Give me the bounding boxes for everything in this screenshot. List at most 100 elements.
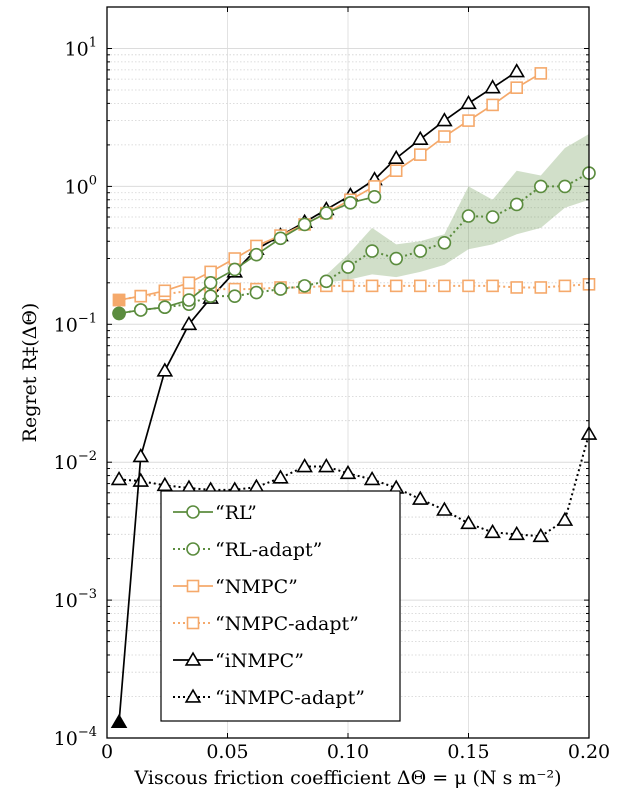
series-point bbox=[509, 197, 524, 212]
series-point bbox=[227, 262, 242, 277]
y-tick-label-exponent: −2 bbox=[78, 449, 97, 464]
legend-marker bbox=[186, 542, 200, 556]
x-tick-label: 0.15 bbox=[447, 741, 489, 763]
y-tick-label-exponent: −1 bbox=[78, 311, 97, 326]
y-tick-label: 10−1 bbox=[54, 311, 97, 336]
series-point bbox=[484, 79, 501, 94]
series-point bbox=[319, 206, 334, 220]
series-point bbox=[112, 293, 126, 307]
series-point bbox=[436, 501, 453, 516]
y-tick-label: 101 bbox=[65, 36, 97, 61]
series-point bbox=[297, 217, 312, 232]
series-point bbox=[486, 279, 499, 293]
legend-label: “RL” bbox=[215, 502, 257, 524]
series-point bbox=[365, 279, 379, 293]
legend-label: “iNMPC-adapt” bbox=[215, 687, 365, 709]
series-point bbox=[182, 293, 196, 307]
y-tick-label-base: 10 bbox=[65, 39, 89, 61]
series-point bbox=[343, 196, 358, 210]
y-tick-label: 100 bbox=[65, 173, 97, 198]
series-point bbox=[156, 362, 174, 377]
series-point bbox=[389, 164, 403, 177]
y-tick-label-exponent: −4 bbox=[78, 725, 97, 740]
series-point bbox=[387, 149, 405, 165]
y-axis-title: Regret R‡(ΔΘ) bbox=[19, 303, 41, 443]
series-point bbox=[134, 289, 148, 303]
series-point bbox=[413, 279, 427, 293]
rl-adapt-band-area bbox=[323, 133, 589, 283]
series-point bbox=[341, 279, 355, 293]
series-point bbox=[272, 469, 289, 484]
series-point bbox=[133, 303, 148, 317]
series-point bbox=[438, 130, 451, 143]
y-tick-label-base: 10 bbox=[54, 728, 78, 750]
series-point bbox=[485, 210, 500, 224]
series-point bbox=[158, 284, 172, 298]
y-tick-label-exponent: 0 bbox=[89, 173, 97, 188]
series-point bbox=[462, 279, 475, 293]
series-point bbox=[182, 276, 196, 290]
legend-label: “NMPC” bbox=[215, 576, 298, 598]
series-line bbox=[118, 283, 590, 302]
y-tick-label: 10−3 bbox=[54, 587, 97, 612]
series-point bbox=[460, 514, 477, 530]
series-point bbox=[132, 472, 150, 487]
series-point bbox=[248, 478, 265, 493]
legend-marker bbox=[186, 616, 200, 630]
x-tick-label: 0 bbox=[101, 741, 113, 763]
series-point bbox=[437, 236, 452, 250]
series-point bbox=[436, 112, 453, 127]
series-point bbox=[365, 244, 379, 258]
series-point bbox=[486, 98, 499, 112]
series-point bbox=[508, 525, 525, 541]
y-tick-label-base: 10 bbox=[54, 452, 78, 474]
series-point bbox=[203, 275, 218, 290]
series-point bbox=[484, 523, 501, 539]
legend-label: “NMPC-adapt” bbox=[215, 613, 359, 635]
series-point bbox=[296, 458, 313, 473]
series-point bbox=[228, 252, 242, 265]
series-point bbox=[412, 130, 429, 145]
x-tick-label: 0.05 bbox=[206, 741, 248, 763]
series-point bbox=[273, 231, 288, 246]
series-point bbox=[367, 190, 382, 204]
series-point bbox=[412, 490, 429, 505]
series-point bbox=[203, 289, 218, 303]
series-point bbox=[413, 244, 428, 258]
legend-marker bbox=[186, 505, 200, 519]
rl-adapt-confidence-band bbox=[323, 133, 589, 283]
series-point bbox=[110, 713, 128, 729]
series-point bbox=[249, 285, 264, 300]
y-tick-label-exponent: 1 bbox=[89, 36, 97, 51]
series-point bbox=[558, 179, 572, 194]
x-tick-label: 0.10 bbox=[327, 741, 369, 763]
series-point bbox=[533, 179, 548, 194]
series-point bbox=[556, 511, 574, 526]
series-0 bbox=[112, 190, 382, 321]
series-point bbox=[534, 281, 548, 294]
series-point bbox=[363, 470, 381, 486]
series-point bbox=[132, 448, 150, 463]
series-point bbox=[297, 279, 312, 293]
y-tick-label-base: 10 bbox=[65, 176, 89, 198]
y-tick-label: 10−4 bbox=[54, 725, 97, 750]
y-tick-label-base: 10 bbox=[54, 590, 78, 612]
legend-marker bbox=[186, 579, 200, 593]
series-point bbox=[508, 63, 525, 78]
series-point bbox=[112, 306, 126, 321]
series-line bbox=[118, 70, 518, 723]
series-line bbox=[118, 196, 375, 315]
series-point bbox=[249, 247, 264, 262]
series-point bbox=[389, 251, 404, 266]
series-point bbox=[510, 281, 524, 294]
legend-marker bbox=[184, 688, 202, 703]
y-tick-label-exponent: −3 bbox=[78, 587, 97, 602]
series-point bbox=[510, 81, 524, 94]
series-point bbox=[319, 274, 334, 289]
series-point bbox=[534, 67, 548, 80]
legend-label: “RL-adapt” bbox=[215, 539, 322, 561]
x-tick-label: 0.20 bbox=[568, 741, 610, 763]
series-point bbox=[341, 260, 355, 274]
